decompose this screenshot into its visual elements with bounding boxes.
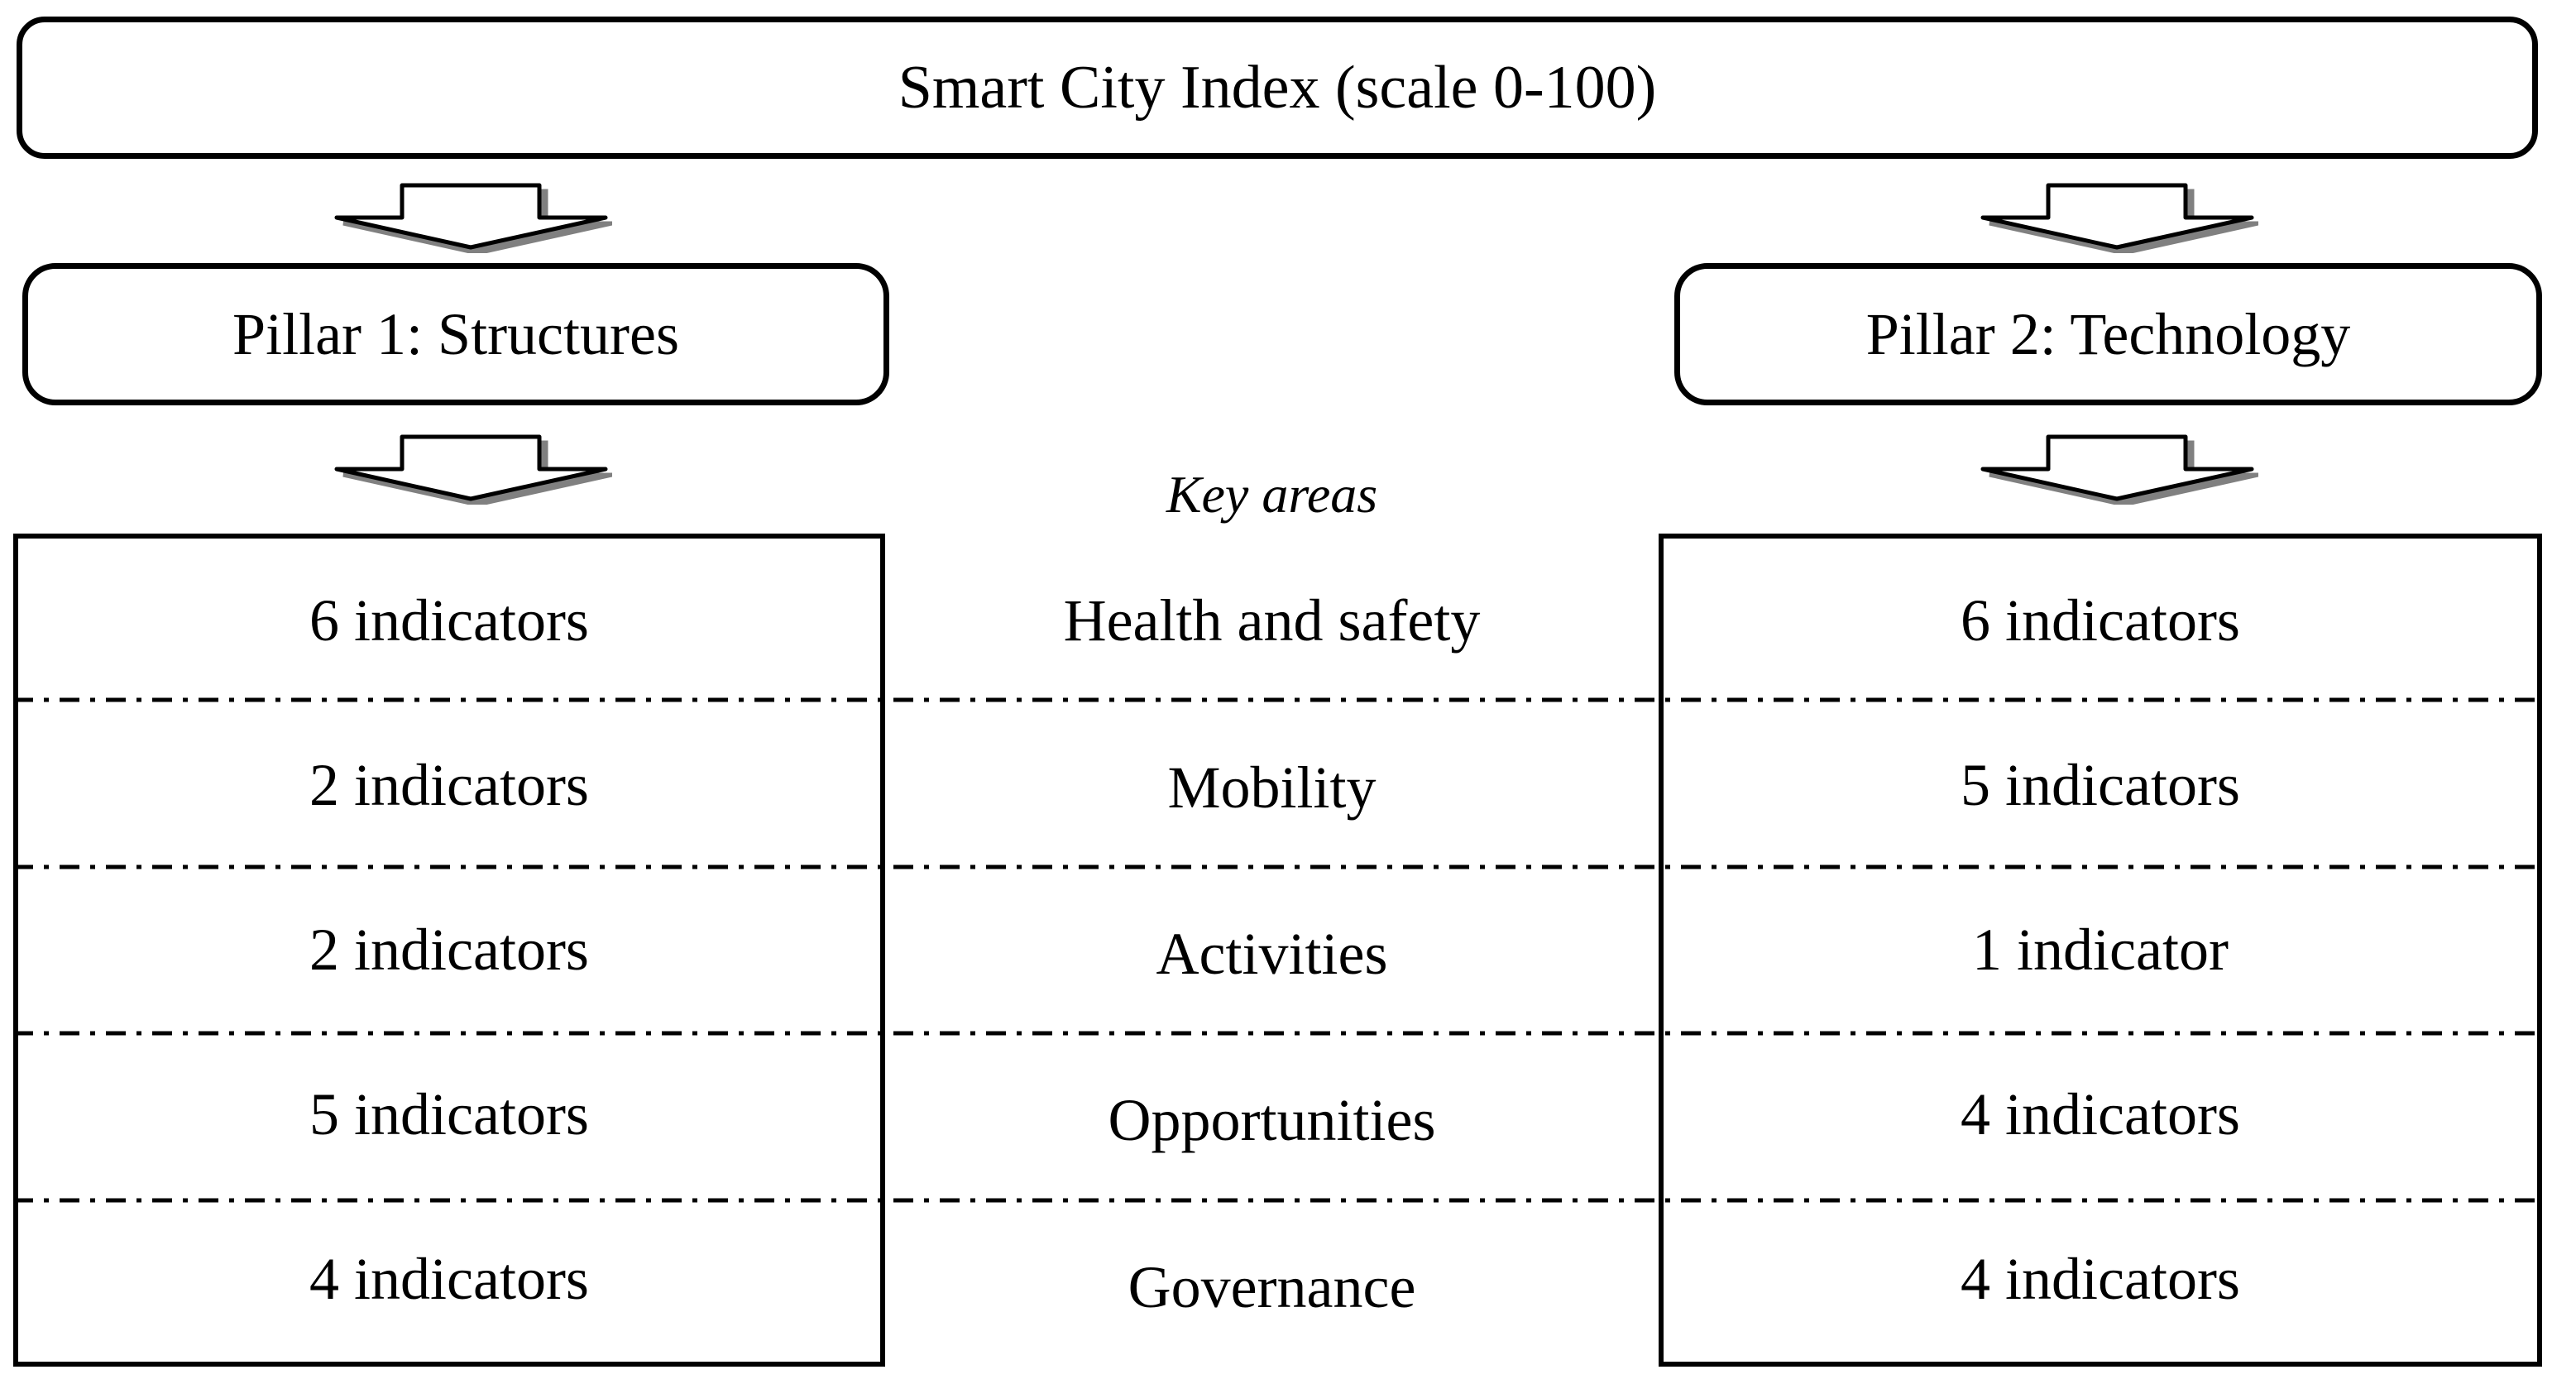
pillar2-box: Pillar 2: Technology (1674, 263, 2542, 405)
pillar1-row-value: 4 indicators (309, 1246, 589, 1312)
pillar2-indicators-box: 6 indicators 5 indicators 1 indicator 4 … (1659, 534, 2542, 1367)
pillar2-row-value: 1 indicator (1972, 917, 2229, 983)
pillar2-label: Pillar 2: Technology (1865, 300, 2351, 367)
key-areas-heading: Key areas (1166, 465, 1378, 524)
key-area-label: Governance (1128, 1253, 1416, 1320)
key-areas-column: Health and safety Mobility Activities Op… (885, 534, 1659, 1367)
pillar2-row-value: 4 indicators (1961, 1246, 2240, 1312)
key-area-label: Opportunities (1108, 1087, 1436, 1154)
pillar1-indicators-box: 6 indicators 2 indicators 2 indicators 5… (13, 534, 885, 1367)
pillar2-row-value: 6 indicators (1961, 587, 2240, 654)
down-arrow-icon (1980, 434, 2258, 505)
pillar1-row-value: 5 indicators (309, 1081, 589, 1147)
pillar1-box: Pillar 1: Structures (22, 263, 889, 405)
key-area-label: Health and safety (1063, 587, 1481, 654)
pillar1-row-value: 2 indicators (309, 752, 589, 818)
pillar1-row-value: 6 indicators (309, 587, 589, 654)
pillar1-label: Pillar 1: Structures (232, 300, 679, 367)
key-area-label: Activities (1156, 921, 1388, 988)
title-box: Smart City Index (scale 0-100) (17, 17, 2538, 159)
pillar1-row-value: 2 indicators (309, 917, 589, 983)
down-arrow-icon (334, 183, 612, 253)
key-area-label: Mobility (1167, 754, 1377, 821)
down-arrow-icon (334, 434, 612, 505)
down-arrow-icon (1980, 183, 2258, 253)
diagram-title: Smart City Index (scale 0-100) (898, 53, 1657, 122)
pillar2-row-value: 5 indicators (1961, 752, 2240, 818)
pillar2-row-value: 4 indicators (1961, 1081, 2240, 1147)
